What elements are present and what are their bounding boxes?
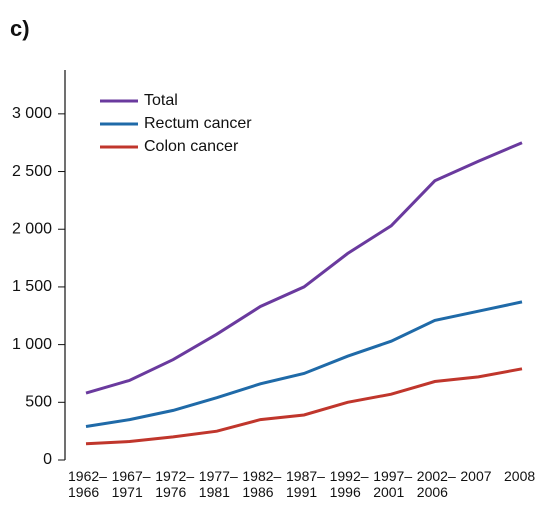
series-line [85, 300, 523, 428]
x-tick-label: 1972– 1976 [155, 468, 195, 500]
x-tick-label: 1962– 1966 [68, 468, 107, 500]
x-tick-label: 1992– 1996 [329, 468, 369, 500]
x-tick-label: 2002– 2006 [416, 468, 456, 500]
y-tick-label: 2 000 [12, 220, 52, 237]
series-line [85, 141, 523, 395]
series-line [85, 367, 523, 446]
x-tick-label: 1987– 1991 [286, 468, 325, 500]
x-tick-label: 1977– 1981 [198, 468, 238, 500]
y-tick-label: 1 500 [12, 278, 52, 295]
y-tick-label: 1 000 [12, 336, 52, 353]
x-tick-label: 1997– 2001 [373, 468, 413, 500]
x-tick-label: 1982– 1986 [242, 468, 282, 500]
legend-label: Total [144, 92, 178, 109]
x-tick-label: 2008 [504, 468, 536, 484]
y-tick-label: 3 000 [12, 105, 52, 122]
y-tick-label: 500 [25, 394, 52, 411]
x-tick-label: 1967– 1971 [111, 468, 151, 500]
x-tick-label: 2007 [460, 468, 492, 484]
y-tick-label: 2 500 [12, 163, 52, 180]
panel-label: c) [10, 16, 30, 41]
y-tick-label: 0 [43, 451, 52, 468]
legend-label: Rectum cancer [144, 115, 252, 132]
legend-label: Colon cancer [144, 138, 239, 155]
